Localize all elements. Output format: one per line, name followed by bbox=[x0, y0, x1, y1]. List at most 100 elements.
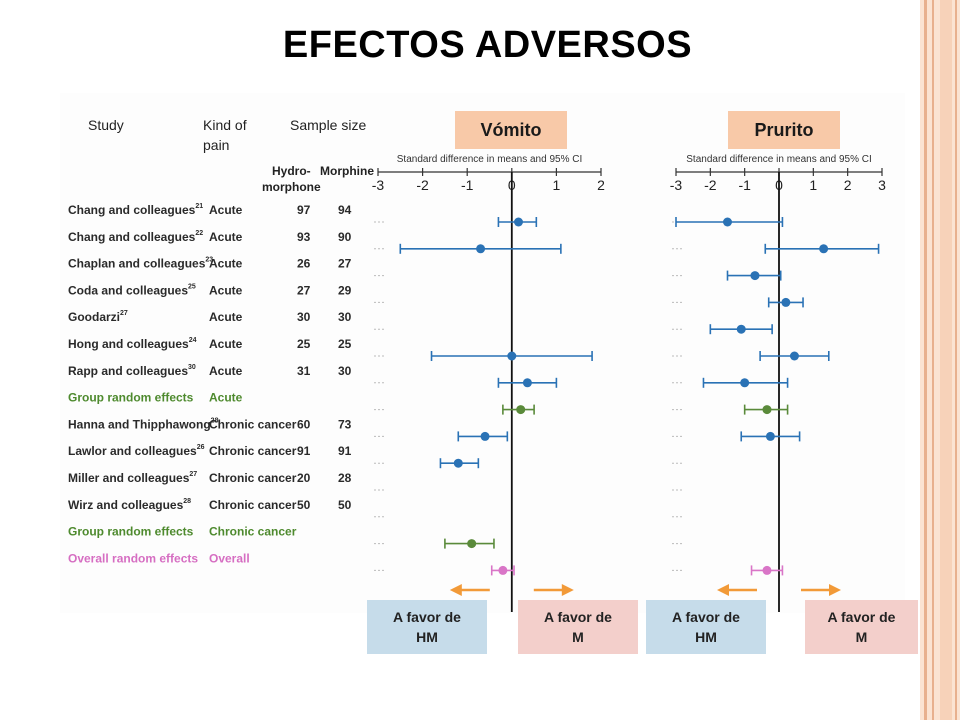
table-row-kind: Acute bbox=[209, 391, 243, 405]
point-estimate bbox=[789, 351, 799, 361]
table-row-morphine: 29 bbox=[338, 283, 352, 297]
table-row-study: Hanna and Thipphawong28 bbox=[68, 417, 219, 431]
favor-hm-line2: HM bbox=[416, 629, 438, 645]
header-morphine: Morphine bbox=[320, 164, 374, 178]
table-row-study: Group random effects bbox=[68, 391, 194, 405]
table-row-ref: 24 bbox=[189, 337, 197, 344]
table-row-ref: 22 bbox=[195, 230, 203, 237]
point-estimate bbox=[765, 431, 775, 441]
point-estimate bbox=[740, 378, 750, 388]
favor-m-line2: M bbox=[855, 629, 868, 645]
table-row-kind: Chronic cancer bbox=[209, 498, 297, 512]
favor-m-line2: M bbox=[572, 629, 584, 645]
table-row-ref: 21 bbox=[195, 203, 203, 210]
table-row-morphine: 25 bbox=[338, 337, 352, 351]
table-row-kind: Overall bbox=[209, 551, 250, 565]
table-row-kind: Acute bbox=[209, 364, 243, 378]
table-row-ref: 27 bbox=[189, 471, 197, 478]
point-estimate bbox=[522, 378, 532, 388]
forest-plot-prurito: Standard difference in means and 95% CI -… bbox=[670, 154, 886, 612]
favor-hm-label-left: A favor de HM bbox=[367, 600, 487, 654]
x-tick-label: -2 bbox=[416, 177, 429, 193]
favor-m-line1: A favor de bbox=[827, 609, 896, 625]
table-row-study: Chang and colleagues21 bbox=[68, 203, 203, 217]
chart-title-prurito-text: Prurito bbox=[754, 119, 814, 140]
header-study: Study bbox=[88, 117, 124, 133]
table-row-morphine: 30 bbox=[338, 310, 352, 324]
table-row-morphine: 94 bbox=[338, 203, 352, 217]
x-tick-label: -1 bbox=[738, 177, 751, 193]
table-row-ref: 26 bbox=[197, 444, 205, 451]
point-estimate bbox=[516, 405, 526, 415]
favor-m-line1: A favor de bbox=[544, 609, 612, 625]
table-row-study: Coda and colleagues25 bbox=[68, 283, 196, 297]
table-row-study: Goodarzi27 bbox=[68, 310, 128, 324]
axis-label: Standard difference in means and 95% CI bbox=[397, 154, 583, 165]
arrow-left-head bbox=[717, 584, 729, 596]
table-row-morphine: 90 bbox=[338, 230, 352, 244]
table-row-kind: Chronic cancer bbox=[209, 444, 297, 458]
chart-title-prurito: Prurito bbox=[728, 111, 840, 149]
favor-hm-line2: HM bbox=[695, 629, 717, 645]
border-stripe-line-4 bbox=[955, 0, 957, 720]
table-row-study: Group random effects bbox=[68, 525, 194, 539]
table-row-ref: 25 bbox=[188, 283, 196, 290]
arrow-right-head bbox=[561, 584, 574, 596]
x-tick-label: 1 bbox=[553, 177, 561, 193]
x-tick-label: 1 bbox=[809, 177, 817, 193]
table-row-hydro: 27 bbox=[297, 283, 311, 297]
point-estimate bbox=[750, 271, 760, 281]
arrow-left-head bbox=[449, 584, 462, 596]
table-row-ref: 27 bbox=[120, 310, 128, 317]
border-stripe-line-3 bbox=[940, 0, 952, 720]
table-row-study: Lawlor and colleagues26 bbox=[68, 444, 205, 458]
axis-label: Standard difference in means and 95% CI bbox=[686, 154, 872, 165]
table-row-study: Overall random effects bbox=[68, 551, 198, 565]
header-hydro-line1: Hydro- bbox=[272, 164, 311, 178]
table-row-hydro: 20 bbox=[297, 471, 311, 485]
favor-m-label-right: A favor de M bbox=[805, 600, 918, 654]
table-row-kind: Acute bbox=[209, 230, 243, 244]
slide-title: EFECTOS ADVERSOS bbox=[282, 24, 693, 66]
table-row-hydro: 25 bbox=[297, 337, 311, 351]
border-stripe-line-1 bbox=[924, 0, 927, 720]
table-row-hydro: 31 bbox=[297, 364, 311, 378]
table-row-hydro: 30 bbox=[297, 310, 311, 324]
favor-hm-line1: A favor de bbox=[393, 609, 461, 625]
table-row-morphine: 28 bbox=[338, 471, 352, 485]
table-row-hydro: 26 bbox=[297, 257, 311, 271]
table-row-hydro: 93 bbox=[297, 230, 311, 244]
point-estimate bbox=[819, 244, 829, 254]
favor-hm-line1: A favor de bbox=[672, 609, 740, 625]
x-tick-label: -2 bbox=[704, 177, 717, 193]
x-tick-label: -3 bbox=[670, 177, 683, 193]
table-row-study: Rapp and colleagues30 bbox=[68, 364, 196, 378]
table-row-hydro: 60 bbox=[297, 417, 311, 431]
table-row-study: Chang and colleagues22 bbox=[68, 230, 203, 244]
point-estimate bbox=[762, 565, 772, 575]
table-row-hydro: 50 bbox=[297, 498, 311, 512]
table-row-kind: Acute bbox=[209, 337, 243, 351]
chart-title-vomito: Vómito bbox=[455, 111, 567, 149]
table-row-ref: 30 bbox=[188, 364, 196, 371]
figure-background bbox=[60, 93, 905, 613]
table-row-kind: Acute bbox=[209, 257, 243, 271]
table-row-kind: Chronic cancer bbox=[209, 471, 297, 485]
table-row-morphine: 30 bbox=[338, 364, 352, 378]
table-row-ref: 23 bbox=[205, 257, 213, 264]
header-kind-line2: pain bbox=[203, 137, 229, 153]
point-estimate bbox=[513, 217, 523, 227]
point-estimate bbox=[723, 217, 732, 227]
favor-m-label-left: A favor de M bbox=[518, 600, 638, 654]
forest-plot-vomito: Standard difference in means and 95% CI -… bbox=[372, 154, 605, 612]
table-row-kind: Chronic cancer bbox=[209, 525, 297, 539]
table-row-ref: 28 bbox=[183, 498, 191, 505]
x-tick-label: -3 bbox=[372, 177, 385, 193]
point-estimate bbox=[498, 565, 508, 575]
table-row-ref: 28 bbox=[211, 417, 219, 424]
point-estimate bbox=[476, 244, 486, 254]
table-row-hydro: 91 bbox=[297, 444, 311, 458]
x-tick-label: -1 bbox=[461, 177, 474, 193]
table-row-study: Miller and colleagues27 bbox=[68, 471, 197, 485]
